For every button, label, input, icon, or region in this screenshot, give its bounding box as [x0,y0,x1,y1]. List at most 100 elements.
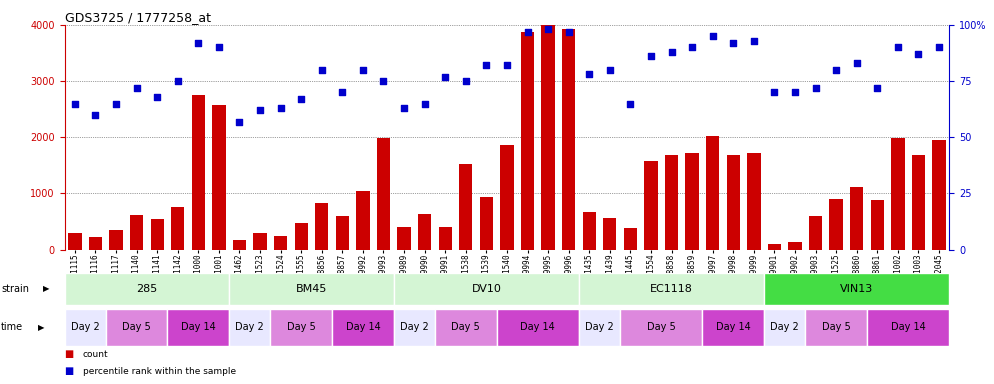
Bar [253,233,266,250]
Point [499,62,515,68]
Text: time: time [1,322,23,333]
Text: BM45: BM45 [296,284,327,294]
Bar [764,273,949,305]
Bar [480,197,493,250]
Bar [747,153,760,250]
Bar [192,95,205,250]
Point [849,60,865,66]
Bar [459,164,472,250]
Bar [65,309,105,346]
Point [314,67,330,73]
Bar [932,139,945,250]
Bar [911,155,925,250]
Bar [377,138,391,250]
Point [232,119,248,125]
Bar [438,227,452,250]
Text: GDS3725 / 1777258_at: GDS3725 / 1777258_at [65,12,211,25]
Bar [892,138,905,250]
Bar [579,273,764,305]
Point [540,26,556,33]
Point [807,85,823,91]
Text: Day 2: Day 2 [585,322,614,333]
Text: Day 5: Day 5 [122,322,151,333]
Text: Day 5: Day 5 [647,322,676,333]
Bar [623,228,637,250]
Bar [230,309,270,346]
Text: percentile rank within the sample: percentile rank within the sample [83,367,236,376]
Text: Day 14: Day 14 [891,322,925,333]
Bar [788,242,801,250]
Point [437,74,453,80]
Point [726,40,742,46]
Bar [105,309,167,346]
Bar [213,105,226,250]
Point [664,49,680,55]
Bar [69,233,82,250]
Point [911,51,926,57]
Bar [542,25,555,250]
Bar [294,223,308,250]
Point [561,29,577,35]
Text: ■: ■ [65,366,74,376]
Point [705,33,721,39]
Bar [867,309,949,346]
Point [191,40,207,46]
Text: Day 2: Day 2 [400,322,428,333]
Point [601,67,617,73]
Bar [703,309,764,346]
Point [766,89,782,96]
Point [87,112,103,118]
Bar [356,190,370,250]
Point [252,107,268,113]
Point [67,101,83,107]
Point [170,78,186,84]
Point [293,96,309,102]
Point [458,78,474,84]
Bar [435,309,497,346]
Point [684,45,700,51]
Bar [88,237,102,250]
Bar [805,309,867,346]
Text: 285: 285 [136,284,157,294]
Text: Day 2: Day 2 [71,322,99,333]
Text: Day 14: Day 14 [181,322,216,333]
Point [746,38,761,44]
Text: Day 5: Day 5 [287,322,315,333]
Text: ▶: ▶ [38,323,45,332]
Bar [274,236,287,250]
Bar [829,199,843,250]
Bar [167,309,230,346]
Point [149,94,165,100]
Bar [665,155,678,250]
Text: Day 14: Day 14 [716,322,750,333]
Bar [727,155,740,250]
Point [890,45,906,51]
Bar [109,230,122,250]
Text: Day 2: Day 2 [770,322,799,333]
Point [272,105,288,111]
Text: Day 2: Day 2 [236,322,264,333]
Point [355,67,371,73]
Bar [764,309,805,346]
Point [643,53,659,60]
Bar [686,153,699,250]
Point [622,101,638,107]
Bar [336,217,349,250]
Point [478,62,494,68]
Bar [394,309,435,346]
Bar [150,219,164,250]
Point [376,78,392,84]
Text: Day 5: Day 5 [451,322,480,333]
Bar [850,187,864,250]
Text: DV10: DV10 [471,284,501,294]
Point [828,67,844,73]
Bar [497,309,579,346]
Bar [417,214,431,250]
Bar [620,309,703,346]
Text: Day 5: Day 5 [822,322,851,333]
Point [870,85,886,91]
Bar [706,136,720,250]
Text: ▶: ▶ [43,285,50,293]
Text: count: count [83,350,108,359]
Bar [65,273,230,305]
